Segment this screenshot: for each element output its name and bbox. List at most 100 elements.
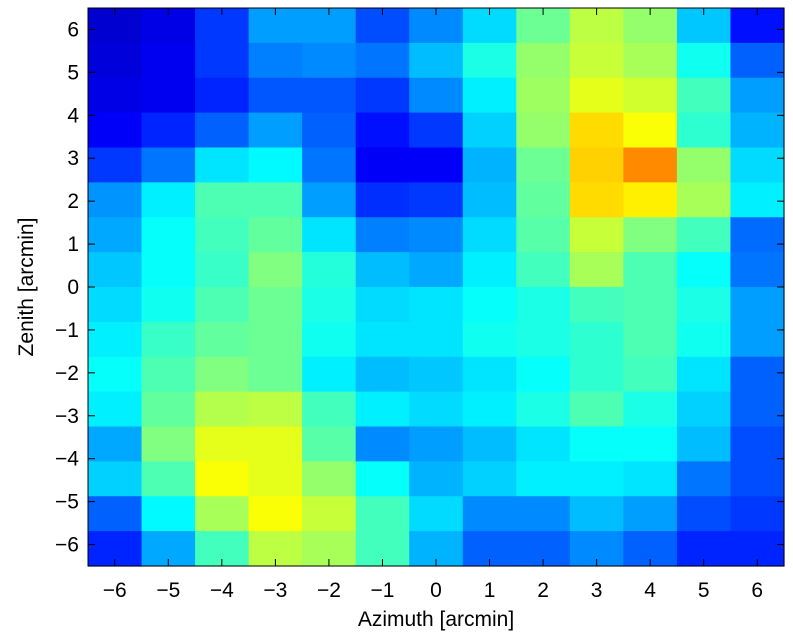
heatmap-cell — [248, 321, 303, 358]
heatmap-cell — [516, 182, 571, 218]
heatmap-cell — [409, 77, 464, 114]
heatmap-cell — [302, 42, 357, 79]
heatmap-cell — [141, 252, 196, 288]
heatmap-cell — [676, 461, 732, 497]
heatmap-cell — [302, 287, 357, 323]
heatmap-cell — [730, 356, 785, 393]
y-tick-label: −5 — [55, 491, 79, 514]
x-tick-label: −6 — [103, 579, 127, 602]
heatmap-cell — [302, 321, 357, 358]
heatmap-cell — [409, 356, 464, 393]
heatmap-cell — [88, 252, 143, 288]
y-tick-label: 4 — [67, 104, 79, 127]
x-tick-label: −1 — [370, 579, 394, 602]
heatmap-cells — [88, 8, 785, 567]
heatmap-cell — [623, 252, 678, 288]
x-tick-label: 1 — [484, 579, 496, 602]
y-tick-label: 2 — [67, 190, 79, 213]
heatmap-cell — [462, 252, 517, 288]
heatmap-cell — [355, 252, 410, 288]
heatmap-cell — [569, 112, 624, 149]
heatmap-cell — [462, 42, 517, 79]
heatmap-cell — [141, 321, 196, 358]
y-tick-label: 5 — [67, 61, 79, 84]
heatmap-cell — [676, 426, 732, 462]
heatmap-cell — [141, 426, 196, 462]
heatmap-cell — [623, 426, 678, 462]
heatmap-cell — [569, 217, 624, 253]
heatmap-cell — [516, 252, 571, 288]
heatmap-cell — [141, 287, 196, 323]
heatmap-cell — [355, 182, 410, 218]
heatmap-cell — [88, 321, 143, 358]
heatmap-cell — [462, 147, 517, 183]
heatmap-cell — [355, 391, 410, 428]
heatmap-cell — [623, 42, 678, 79]
heatmap-cell — [302, 182, 357, 218]
heatmap-cell — [462, 356, 517, 393]
heatmap-cell — [516, 321, 571, 358]
heatmap-cell — [730, 426, 785, 462]
heatmap-cell — [569, 287, 624, 323]
heatmap-cell — [409, 147, 464, 183]
heatmap-cell — [676, 321, 732, 358]
heatmap-cell — [516, 496, 571, 532]
heatmap-cell — [569, 77, 624, 114]
heatmap-cell — [569, 356, 624, 393]
heatmap-cell — [141, 42, 196, 79]
heatmap-cell — [88, 217, 143, 253]
x-tick-label: 2 — [537, 579, 549, 602]
heatmap-cell — [730, 182, 785, 218]
heatmap-cell — [141, 217, 196, 253]
x-tick-label: −4 — [210, 579, 234, 602]
heatmap-cell — [516, 42, 571, 79]
heatmap-cell — [462, 461, 517, 497]
y-axis-label: Zenith [arcmin] — [15, 218, 38, 357]
heatmap-cell — [409, 426, 464, 462]
heatmap-cell — [409, 182, 464, 218]
y-tick-labels: 6 5 4 3 2 1 0 −1 −2 −3 −4 −5 −6 — [55, 18, 79, 556]
heatmap-cell — [569, 496, 624, 532]
heatmap-cell — [409, 217, 464, 253]
heatmap-cell — [195, 217, 250, 253]
heatmap-cell — [248, 147, 303, 183]
heatmap-cell — [355, 426, 410, 462]
heatmap-cell — [569, 182, 624, 218]
heatmap-cell — [623, 461, 678, 497]
heatmap-cell — [248, 217, 303, 253]
heatmap-cell — [248, 287, 303, 323]
y-tick-label: −1 — [55, 319, 79, 342]
heatmap-cell — [195, 182, 250, 218]
heatmap-cell — [248, 77, 303, 114]
heatmap-cell — [195, 77, 250, 114]
heatmap-cell — [730, 391, 785, 428]
heatmap-cell — [676, 112, 732, 149]
heatmap-cell — [676, 182, 732, 218]
heatmap-cell — [248, 182, 303, 218]
heatmap-cell — [409, 391, 464, 428]
heatmap-cell — [462, 112, 517, 149]
heatmap-cell — [355, 496, 410, 532]
heatmap-cell — [195, 112, 250, 149]
y-tick-label: −4 — [55, 448, 79, 471]
heatmap-cell — [88, 461, 143, 497]
heatmap-cell — [195, 252, 250, 288]
heatmap-cell — [676, 77, 732, 114]
heatmap-cell — [88, 42, 143, 79]
heatmap-cell — [88, 426, 143, 462]
heatmap-cell — [462, 77, 517, 114]
heatmap-cell — [623, 112, 678, 149]
heatmap-cell — [141, 461, 196, 497]
heatmap-cell — [623, 182, 678, 218]
heatmap-cell — [302, 426, 357, 462]
heatmap-cell — [462, 217, 517, 253]
heatmap-cell — [623, 217, 678, 253]
heatmap-cell — [569, 252, 624, 288]
heatmap-cell — [569, 461, 624, 497]
heatmap-cell — [462, 321, 517, 358]
heatmap-cell — [569, 426, 624, 462]
heatmap-cell — [730, 496, 785, 532]
heatmap-cell — [623, 391, 678, 428]
heatmap-cell — [623, 496, 678, 532]
heatmap-cell — [569, 321, 624, 358]
